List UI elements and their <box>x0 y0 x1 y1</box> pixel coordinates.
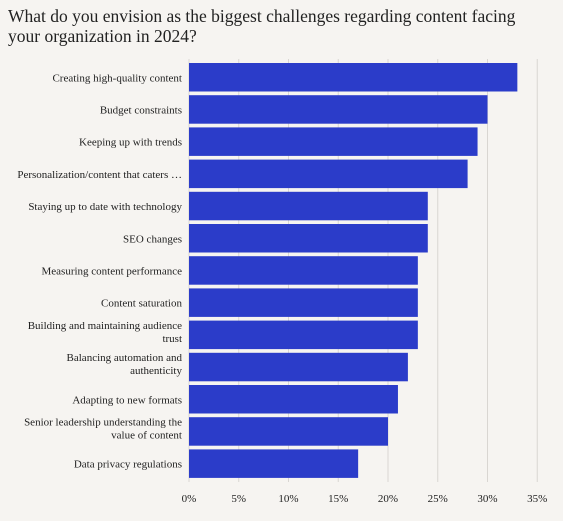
x-tick-label: 30% <box>477 493 497 505</box>
category-label: Creating high-quality content <box>52 72 182 84</box>
bar <box>189 256 418 285</box>
bars <box>189 63 518 478</box>
category-labels: Creating high-quality content Budget cons… <box>17 72 182 470</box>
category-label: Balancing automation and authenticity <box>67 352 183 377</box>
category-label: Data privacy regulations <box>74 459 182 471</box>
category-label: Personalization/content that caters … <box>17 169 182 181</box>
x-tick-label: 35% <box>527 493 547 505</box>
x-tick-labels: 0% 5% 10% 15% 20% 25% 30% 35% <box>182 493 548 505</box>
x-tick-label: 25% <box>428 493 448 505</box>
chart-title: What do you envision as the biggest chal… <box>8 6 516 46</box>
bar <box>189 385 398 414</box>
bar <box>189 63 518 92</box>
x-tick-label: 0% <box>182 493 197 505</box>
bar <box>189 352 408 382</box>
category-label: Adapting to new formats <box>72 394 182 406</box>
bar <box>189 127 478 156</box>
bar <box>189 159 468 189</box>
category-label: Budget constraints <box>100 104 182 116</box>
category-label: Building and maintaining audience trust <box>28 320 182 345</box>
category-label: Keeping up with trends <box>79 137 182 149</box>
category-label: SEO changes <box>123 233 182 245</box>
bar <box>189 224 428 253</box>
bar <box>189 95 488 124</box>
x-tick-label: 5% <box>231 493 246 505</box>
x-tick-label: 10% <box>278 493 298 505</box>
category-label: Measuring content performance <box>42 265 183 277</box>
bar <box>189 191 428 221</box>
x-tick-label: 20% <box>378 493 398 505</box>
bar <box>189 320 418 350</box>
bar <box>189 449 359 478</box>
category-label: Staying up to date with technology <box>28 201 182 213</box>
category-label: Content saturation <box>101 298 182 310</box>
category-label: Senior leadership understanding the value… <box>24 416 182 441</box>
bar <box>189 288 418 317</box>
x-tick-label: 15% <box>328 493 348 505</box>
bar <box>189 417 388 446</box>
